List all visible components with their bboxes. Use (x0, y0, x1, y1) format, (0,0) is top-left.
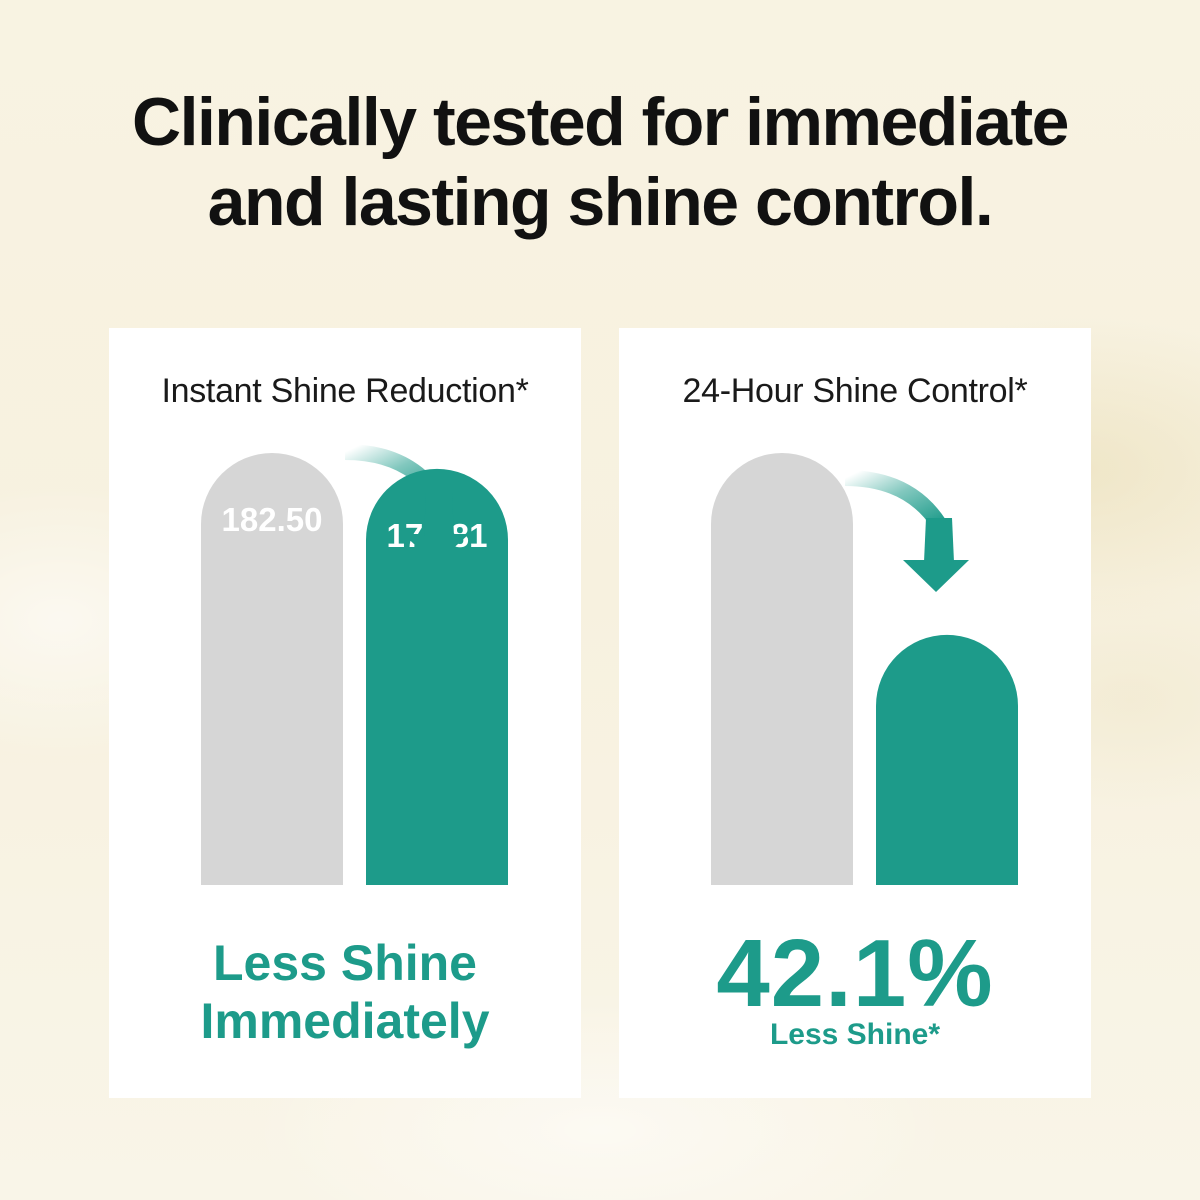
bar-value-before-instant: 182.50 (222, 501, 323, 538)
claim-less-shine-caption: Less Shine* (769, 1018, 941, 1051)
panel-title-instant: Instant Shine Reduction* (161, 372, 529, 410)
24-hour-shine-chart (711, 453, 1018, 885)
claim-line-1: Less Shine (213, 935, 477, 991)
down-arrow-icon (344, 444, 469, 564)
headline-line-1: Clinically tested for immediate (131, 84, 1070, 160)
instant-shine-chart: 182.50 175.81 (201, 444, 508, 885)
instant-shine-panel: Instant Shine Reduction* 182.50 175.81 L… (109, 328, 581, 1098)
bar-after-24-hour (876, 634, 1018, 885)
24-hour-shine-panel: 24-Hour Shine Control* 42.1% Less Shine* (619, 328, 1091, 1098)
headline: Clinically tested for immediate and last… (0, 82, 1200, 242)
down-arrow-icon (844, 470, 969, 592)
claim-line-2: Immediately (200, 993, 490, 1049)
claim-percent-value: 42.1% (716, 920, 994, 1027)
bar-before-instant (201, 453, 343, 885)
panel-title-24-hour: 24-Hour Shine Control* (682, 372, 1028, 410)
headline-line-2: and lasting shine control. (207, 164, 994, 240)
bar-before-24-hour (711, 453, 853, 885)
bar-after-instant (366, 468, 508, 885)
claim-less-shine-immediately: Less Shine Immediately (109, 934, 581, 1050)
